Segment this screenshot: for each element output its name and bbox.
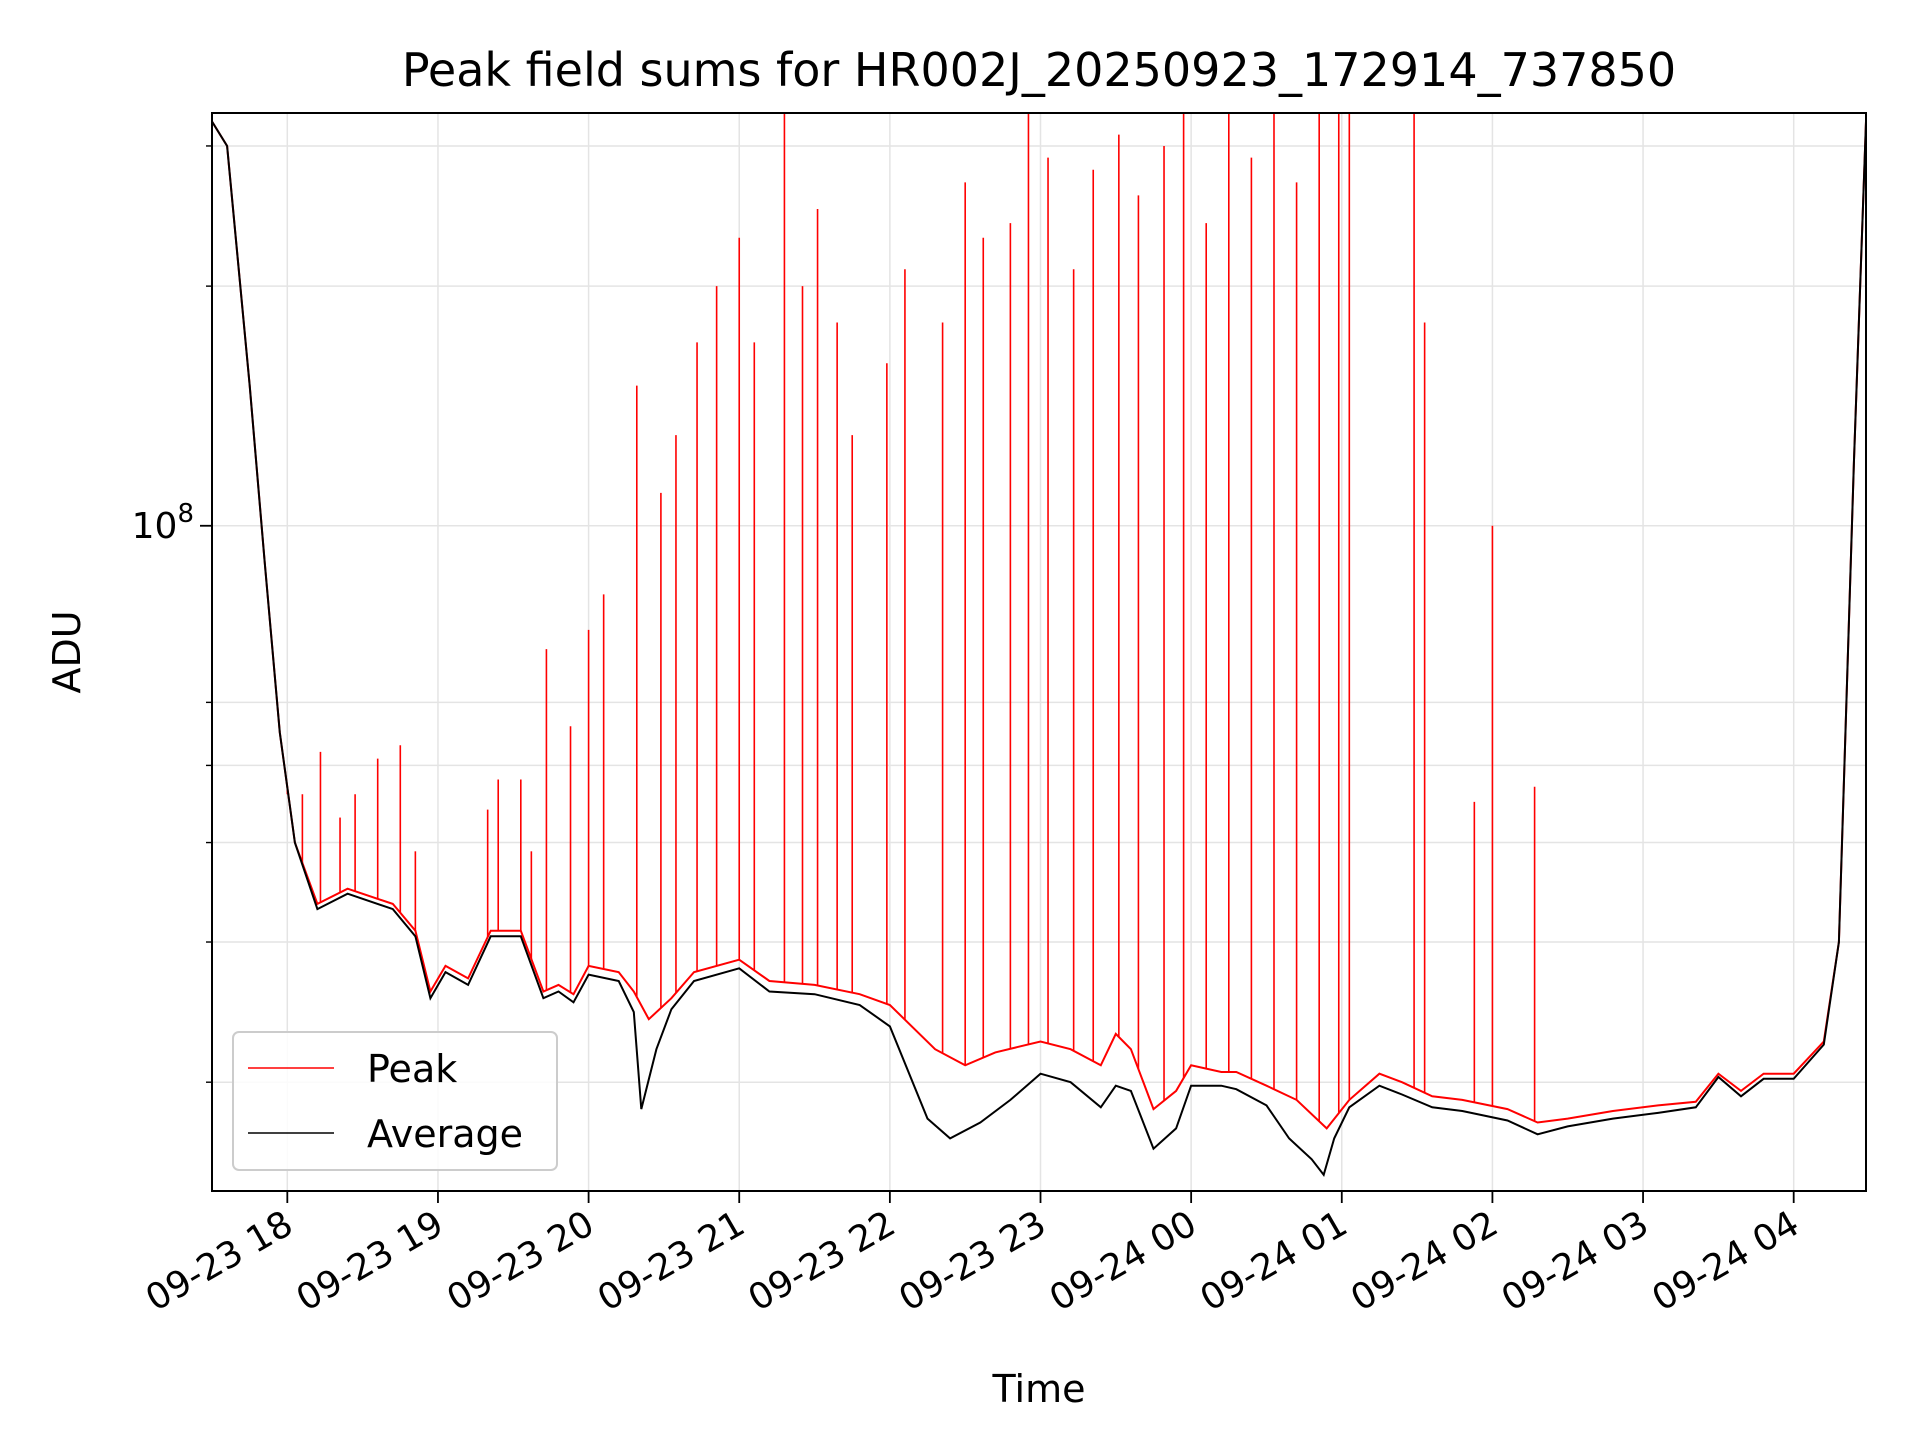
series-line-average — [211, 120, 1867, 1177]
y-axis-label: ADU — [45, 610, 89, 693]
y-tick-label: 108 — [132, 499, 194, 547]
legend: Peak Average — [232, 1031, 558, 1171]
legend-label-peak: Peak — [367, 1047, 457, 1091]
legend-box — [232, 1031, 558, 1171]
legend-label-average: Average — [367, 1112, 523, 1156]
grid-lines — [212, 113, 1866, 1191]
series-line-peak — [211, 120, 1867, 1130]
x-axis-label: Time — [992, 1367, 1086, 1411]
plot-frame — [211, 112, 1867, 1192]
chart-title: Peak field sums for HR002J_20250923_1729… — [402, 43, 1676, 97]
plot-series — [211, 113, 1867, 1177]
